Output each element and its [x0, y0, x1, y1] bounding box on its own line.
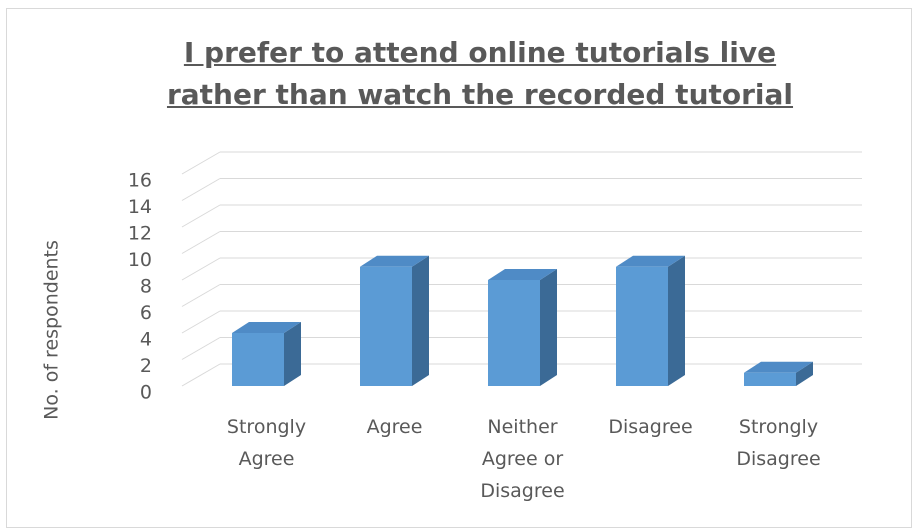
x-tick-label: Neither Agree or Disagree	[480, 416, 565, 502]
bar	[744, 372, 796, 386]
y-tick-label: 14	[128, 196, 152, 218]
bar-side	[540, 269, 557, 386]
y-tick-label: 0	[140, 382, 152, 404]
bar	[616, 266, 668, 386]
bar-side	[796, 361, 813, 386]
x-tick-label: Agree	[366, 416, 423, 438]
x-tick-label: Strongly Agree	[226, 416, 307, 470]
y-tick-label: 4	[140, 329, 152, 351]
bar	[488, 280, 540, 386]
bar-top	[744, 361, 813, 373]
bar-side	[412, 255, 429, 386]
bar-top	[232, 322, 301, 333]
grid-line	[181, 151, 221, 175]
bar-top	[616, 255, 685, 267]
y-tick-label: 6	[140, 302, 152, 324]
bar-side	[668, 255, 685, 386]
bar-side	[284, 322, 301, 386]
grid-line	[181, 204, 221, 228]
y-tick-label: 2	[140, 355, 152, 377]
grid-line	[181, 310, 221, 334]
bar-top	[360, 255, 429, 267]
y-tick-label: 10	[128, 249, 152, 271]
grid-line	[181, 284, 221, 307]
chart-title: I prefer to attend online tutorials live…	[166, 36, 794, 111]
y-axis-label: No. of respondents	[41, 240, 63, 420]
grid-line	[181, 337, 221, 360]
grid-line	[181, 178, 221, 201]
y-tick-label: 8	[140, 276, 152, 298]
bar	[232, 333, 284, 386]
grid-line	[181, 363, 221, 387]
x-tick-label: Strongly Disagree	[736, 416, 821, 470]
y-tick-label: 16	[128, 170, 152, 192]
grid-line	[181, 231, 221, 254]
bar-top	[488, 269, 557, 280]
bar	[360, 266, 412, 386]
y-tick-label: 12	[128, 223, 152, 245]
grid-line	[181, 257, 221, 281]
x-tick-label: Disagree	[608, 416, 693, 438]
